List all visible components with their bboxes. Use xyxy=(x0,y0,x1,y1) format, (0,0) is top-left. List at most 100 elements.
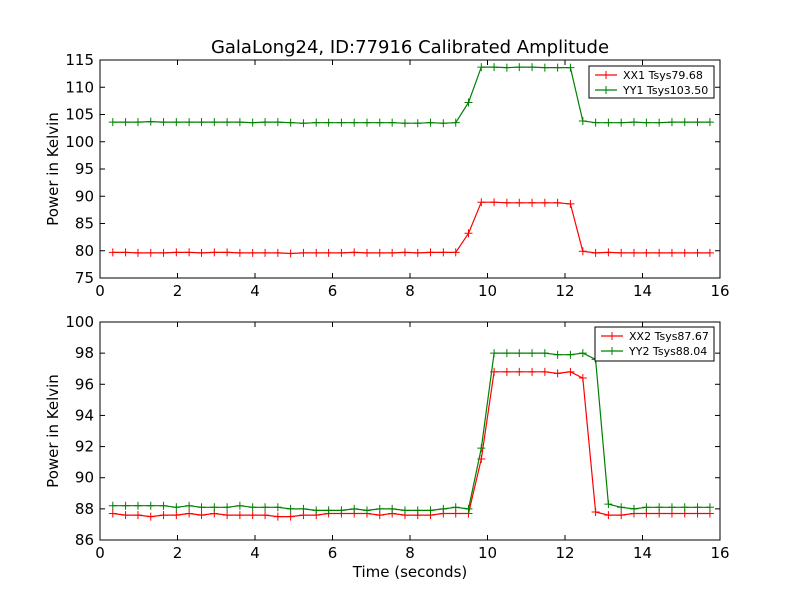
x-axis-title: Time (seconds) xyxy=(352,563,468,581)
x-tick-label: 8 xyxy=(405,282,415,300)
data-point xyxy=(248,118,257,127)
data-point xyxy=(312,248,321,257)
data-point xyxy=(223,503,232,512)
data-point xyxy=(108,509,117,518)
data-point xyxy=(375,504,384,513)
data-point xyxy=(655,118,664,127)
data-point xyxy=(375,118,384,127)
data-point xyxy=(540,349,549,358)
legend-marker xyxy=(608,332,616,340)
data-point xyxy=(197,248,206,257)
data-point xyxy=(578,349,587,358)
data-point xyxy=(248,503,257,512)
data-point xyxy=(629,248,638,257)
x-tick-label: 14 xyxy=(633,544,652,562)
data-point xyxy=(578,247,587,256)
data-point xyxy=(223,248,232,257)
data-point xyxy=(464,98,473,107)
data-point xyxy=(312,118,321,127)
data-point xyxy=(705,248,714,257)
data-point xyxy=(133,248,142,257)
data-point xyxy=(528,198,537,207)
data-point xyxy=(464,229,473,238)
data-point xyxy=(617,503,626,512)
data-point xyxy=(617,511,626,520)
data-point xyxy=(705,503,714,512)
data-point xyxy=(185,501,194,510)
data-point xyxy=(680,118,689,127)
data-point xyxy=(350,118,359,127)
y-tick-label: 105 xyxy=(65,106,94,124)
data-point xyxy=(515,367,524,376)
data-point xyxy=(413,119,422,128)
data-point xyxy=(477,63,486,72)
data-point xyxy=(146,512,155,521)
data-point xyxy=(337,506,346,515)
data-point xyxy=(299,119,308,128)
x-tick-label: 2 xyxy=(173,282,183,300)
data-point xyxy=(121,501,130,510)
x-tick-label: 14 xyxy=(633,282,652,300)
data-point xyxy=(286,512,295,521)
data-point xyxy=(629,118,638,127)
data-point xyxy=(400,119,409,128)
data-point xyxy=(133,118,142,127)
data-point xyxy=(451,503,460,512)
y-tick-label: 80 xyxy=(75,242,94,260)
data-point xyxy=(591,507,600,516)
data-point xyxy=(413,248,422,257)
top-panel: 0 2 4 6 8 10 12 14 16 75 80 85 90 95 100 105 110 115 Power… xyxy=(44,51,730,300)
data-point xyxy=(337,118,346,127)
y-tick-label: 94 xyxy=(75,406,94,424)
x-tick-label: 12 xyxy=(555,282,574,300)
data-point xyxy=(604,500,613,509)
x-tick-label: 16 xyxy=(710,544,729,562)
y-tick-label: 86 xyxy=(75,531,94,549)
x-tick-label: 0 xyxy=(95,282,105,300)
data-point xyxy=(642,118,651,127)
data-point xyxy=(235,248,244,257)
data-point xyxy=(604,248,613,257)
legend-marker xyxy=(602,71,610,79)
data-point xyxy=(617,118,626,127)
data-point xyxy=(362,118,371,127)
data-point xyxy=(299,248,308,257)
y-tick-label: 88 xyxy=(75,500,94,518)
data-point xyxy=(578,374,587,383)
data-point xyxy=(375,248,384,257)
data-point xyxy=(667,503,676,512)
legend-marker xyxy=(602,86,610,94)
data-point xyxy=(655,248,664,257)
data-point xyxy=(235,118,244,127)
data-point xyxy=(642,503,651,512)
data-point xyxy=(617,248,626,257)
data-point xyxy=(426,118,435,127)
data-point xyxy=(159,118,168,127)
data-point xyxy=(604,118,613,127)
x-tick-label: 4 xyxy=(250,282,260,300)
data-point xyxy=(553,198,562,207)
data-point xyxy=(553,63,562,72)
x-tick-label: 6 xyxy=(328,282,338,300)
y-tick-label: 100 xyxy=(65,133,94,151)
data-point xyxy=(210,118,219,127)
data-point xyxy=(273,503,282,512)
y-tick-label: 90 xyxy=(75,187,94,205)
data-point xyxy=(133,511,142,520)
data-point xyxy=(197,503,206,512)
series-line-1 xyxy=(112,371,710,518)
series-line-2 xyxy=(112,352,710,512)
data-point xyxy=(693,248,702,257)
data-point xyxy=(350,504,359,513)
y-tick-label: 100 xyxy=(65,313,94,331)
legend-box xyxy=(588,65,715,99)
data-point xyxy=(528,367,537,376)
data-point xyxy=(528,349,537,358)
data-point xyxy=(578,117,587,126)
y-tick-label: 95 xyxy=(75,160,94,178)
legend-label-2: YY1 Tsys103.50 xyxy=(622,84,708,97)
data-point xyxy=(146,248,155,257)
data-point xyxy=(146,117,155,126)
data-point xyxy=(223,118,232,127)
data-point xyxy=(591,118,600,127)
